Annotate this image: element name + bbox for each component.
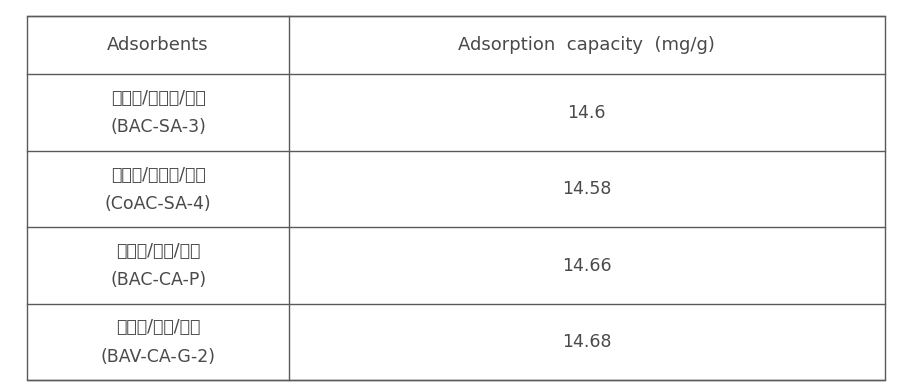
- Text: 야자각/수증기/과립: 야자각/수증기/과립: [110, 165, 205, 183]
- Text: 대나무/수증기/과립: 대나무/수증기/과립: [110, 89, 205, 107]
- Text: (BAV-CA-G-2): (BAV-CA-G-2): [100, 348, 215, 366]
- Text: (BAC-SA-3): (BAC-SA-3): [110, 118, 206, 136]
- Text: 14.58: 14.58: [561, 180, 610, 198]
- Text: 14.66: 14.66: [561, 257, 611, 274]
- Text: Adsorption  capacity  (mg/g): Adsorption capacity (mg/g): [458, 36, 714, 54]
- Text: 대나무/화학/분말: 대나무/화학/분말: [116, 242, 200, 260]
- Text: (BAC-CA-P): (BAC-CA-P): [110, 271, 206, 289]
- Text: 대나무/화학/분말: 대나무/화학/분말: [116, 318, 200, 336]
- Text: 14.68: 14.68: [561, 333, 610, 351]
- Text: (CoAC-SA-4): (CoAC-SA-4): [105, 195, 211, 213]
- Text: Adsorbents: Adsorbents: [107, 36, 209, 54]
- Text: 14.6: 14.6: [567, 104, 605, 122]
